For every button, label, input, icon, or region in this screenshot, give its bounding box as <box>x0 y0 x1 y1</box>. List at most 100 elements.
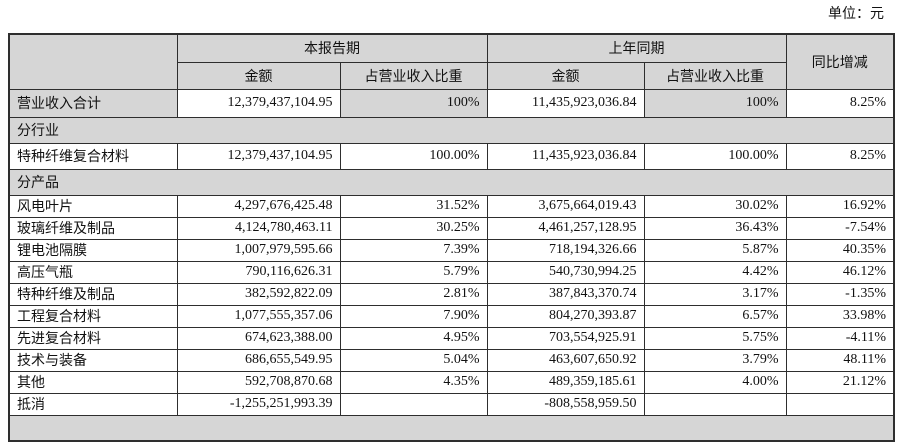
section-label: 分行业 <box>8 116 895 144</box>
section-row: 分产品 <box>8 168 895 196</box>
current-ratio-value <box>339 392 488 416</box>
row-label: 先进复合材料 <box>8 326 178 350</box>
prior-amount-value: 11,435,923,036.84 <box>486 88 645 118</box>
prior-amount-value: 463,607,650.92 <box>486 348 645 372</box>
prior-ratio-value: 100.00% <box>643 142 787 170</box>
prior-ratio-value: 30.02% <box>643 194 787 218</box>
current-ratio-value: 7.39% <box>339 238 488 262</box>
current-amount-value: 592,708,870.68 <box>176 370 341 394</box>
table-row: 营业收入合计 12,379,437,104.95 100% 11,435,923,03… <box>8 88 895 118</box>
current-ratio-value: 4.35% <box>339 370 488 394</box>
section-label: 分产品 <box>8 168 895 196</box>
current-ratio-value: 31.52% <box>339 194 488 218</box>
current-amount-value: 1,007,979,595.66 <box>176 238 341 262</box>
yoy-value: -1.35% <box>785 282 895 306</box>
prior-amount-value: 11,435,923,036.84 <box>486 142 645 170</box>
yoy-value: 16.92% <box>785 194 895 218</box>
current-ratio-value: 4.95% <box>339 326 488 350</box>
row-label: 技术与装备 <box>8 348 178 372</box>
current-ratio-value: 7.90% <box>339 304 488 328</box>
prior-ratio-value: 36.43% <box>643 216 787 240</box>
prior-amount-value: 718,194,326.66 <box>486 238 645 262</box>
header-prior-period: 上年同期 <box>486 33 787 63</box>
prior-amount-value: 804,270,393.87 <box>486 304 645 328</box>
yoy-value: 40.35% <box>785 238 895 262</box>
prior-ratio-value: 100% <box>643 88 787 118</box>
prior-amount-value: 4,461,257,128.95 <box>486 216 645 240</box>
table-row: 其他 592,708,870.68 4.35% 489,359,185.61 4.00%… <box>8 370 895 394</box>
table-row: 高压气瓶 790,116,626.31 5.79% 540,730,994.25 4.4… <box>8 260 895 284</box>
current-amount-value: 12,379,437,104.95 <box>176 88 341 118</box>
yoy-value: 21.12% <box>785 370 895 394</box>
table-row: 技术与装备 686,655,549.95 5.04% 463,607,650.92 3.… <box>8 348 895 372</box>
current-ratio-value: 100% <box>339 88 488 118</box>
row-label: 特种纤维及制品 <box>8 282 178 306</box>
table-row: 玻璃纤维及制品 4,124,780,463.11 30.25% 4,461,257,1… <box>8 216 895 240</box>
prior-amount-value: -808,558,959.50 <box>486 392 645 416</box>
current-amount-value: 1,077,555,357.06 <box>176 304 341 328</box>
current-ratio-value: 30.25% <box>339 216 488 240</box>
row-label: 其他 <box>8 370 178 394</box>
table-row: 特种纤维及制品 382,592,822.09 2.81% 387,843,370.74… <box>8 282 895 306</box>
prior-ratio-value <box>643 392 787 416</box>
table-row: 特种纤维复合材料 12,379,437,104.95 100.00% 11,435,9… <box>8 142 895 170</box>
yoy-value: 48.11% <box>785 348 895 372</box>
row-label: 风电叶片 <box>8 194 178 218</box>
header-row-measures: 金额 占营业收入比重 金额 占营业收入比重 <box>9 61 894 90</box>
current-amount-value: 674,623,388.00 <box>176 326 341 350</box>
row-label: 玻璃纤维及制品 <box>8 216 178 240</box>
yoy-value: -4.11% <box>785 326 895 350</box>
header-yoy: 同比增减 <box>785 33 895 90</box>
yoy-value: 8.25% <box>785 88 895 118</box>
header-row-periods: 本报告期 上年同期 同比增减 <box>8 33 895 90</box>
header-current-amount: 金额 <box>176 61 341 90</box>
prior-amount-value: 540,730,994.25 <box>486 260 645 284</box>
row-label: 抵消 <box>8 392 178 416</box>
current-amount-value: 12,379,437,104.95 <box>176 142 341 170</box>
prior-amount-value: 3,675,664,019.43 <box>486 194 645 218</box>
prior-ratio-value: 4.42% <box>643 260 787 284</box>
header-prior-ratio: 占营业收入比重 <box>643 61 787 90</box>
header-corner-cell <box>8 33 178 90</box>
prior-ratio-value: 5.87% <box>643 238 787 262</box>
yoy-value: 33.98% <box>785 304 895 328</box>
table-body: 营业收入合计 12,379,437,104.95 100% 11,435,923,03… <box>8 88 895 442</box>
prior-ratio-value: 5.75% <box>643 326 787 350</box>
current-amount-value: 686,655,549.95 <box>176 348 341 372</box>
yoy-value: 46.12% <box>785 260 895 284</box>
prior-amount-value: 703,554,925.91 <box>486 326 645 350</box>
yoy-value: -7.54% <box>785 216 895 240</box>
table-row: 抵消 -1,255,251,993.39 -808,558,959.50 <box>8 392 895 416</box>
table-row: 先进复合材料 674,623,388.00 4.95% 703,554,925.91 5… <box>8 326 895 350</box>
current-ratio-value: 5.79% <box>339 260 488 284</box>
table-header: 本报告期 上年同期 同比增减 金额 占营业收入比重 金额 占营业收入比重 <box>8 33 895 90</box>
table-row: 锂电池隔膜 1,007,979,595.66 7.39% 718,194,326.66… <box>8 238 895 262</box>
header-prior-amount: 金额 <box>486 61 645 90</box>
row-label: 营业收入合计 <box>8 88 178 118</box>
row-label: 工程复合材料 <box>8 304 178 328</box>
yoy-value <box>785 392 895 416</box>
row-label: 锂电池隔膜 <box>8 238 178 262</box>
prior-ratio-value: 3.17% <box>643 282 787 306</box>
unit-label: 单位：元 <box>828 7 884 22</box>
revenue-table: 本报告期 上年同期 同比增减 金额 占营业收入比重 金额 占营业收入比重 营业收… <box>8 33 895 442</box>
prior-amount-value: 489,359,185.61 <box>486 370 645 394</box>
current-amount-value: 790,116,626.31 <box>176 260 341 284</box>
current-ratio-value: 5.04% <box>339 348 488 372</box>
prior-ratio-value: 4.00% <box>643 370 787 394</box>
yoy-value: 8.25% <box>785 142 895 170</box>
current-ratio-value: 100.00% <box>339 142 488 170</box>
current-amount-value: 4,124,780,463.11 <box>176 216 341 240</box>
prior-amount-value: 387,843,370.74 <box>486 282 645 306</box>
table-row: 风电叶片 4,297,676,425.48 31.52% 3,675,664,019.… <box>8 194 895 218</box>
current-amount-value: -1,255,251,993.39 <box>176 392 341 416</box>
prior-ratio-value: 6.57% <box>643 304 787 328</box>
current-amount-value: 382,592,822.09 <box>176 282 341 306</box>
table-row: 工程复合材料 1,077,555,357.06 7.90% 804,270,393.8… <box>8 304 895 328</box>
current-amount-value: 4,297,676,425.48 <box>176 194 341 218</box>
row-label: 高压气瓶 <box>8 260 178 284</box>
row-label: 特种纤维复合材料 <box>8 142 178 170</box>
header-current-period: 本报告期 <box>176 33 488 63</box>
prior-ratio-value: 3.79% <box>643 348 787 372</box>
section-row: 分行业 <box>8 116 895 144</box>
